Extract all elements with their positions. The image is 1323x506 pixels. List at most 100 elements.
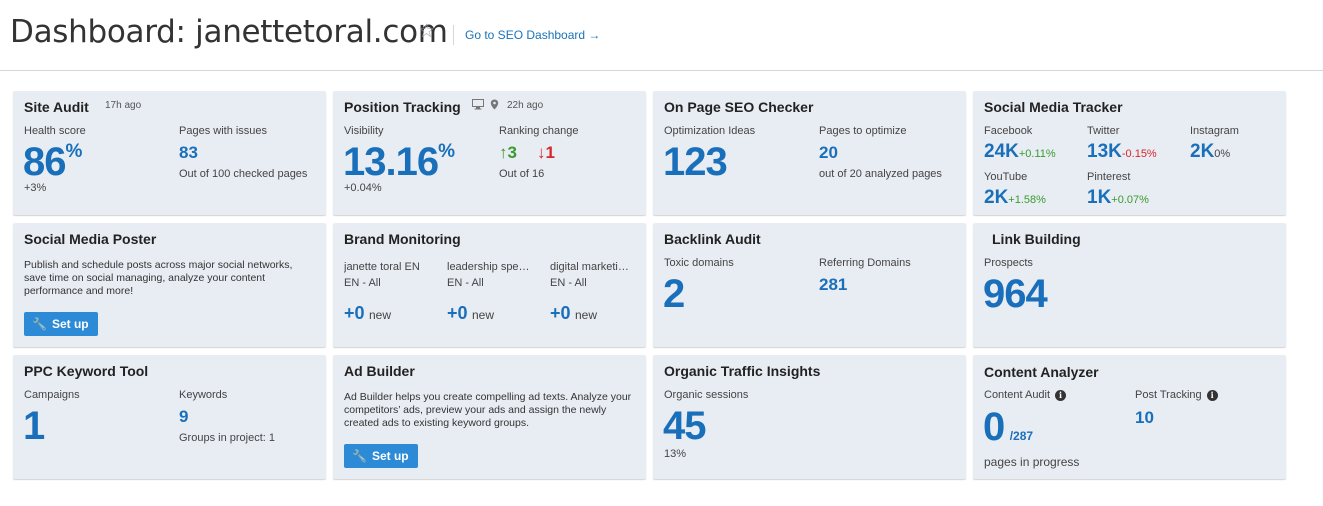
facebook-label: Facebook: [984, 125, 1033, 137]
toxic-domains-value[interactable]: 2: [663, 272, 685, 316]
backlink-audit-widget[interactable]: Backlink Audit Toxic domains 2 Referring…: [653, 223, 966, 347]
keywords-label: Keywords: [179, 389, 228, 401]
widget-description: Publish and schedule posts across major …: [24, 259, 293, 297]
brand-monitoring-widget[interactable]: Brand Monitoring janette toral EN EN - A…: [333, 223, 646, 347]
mention-name[interactable]: janette toral EN: [344, 261, 420, 273]
pages-issues-label: Pages with issues: [179, 125, 268, 137]
widget-title[interactable]: PPC Keyword Tool: [24, 363, 149, 379]
health-score-change: +3%: [24, 182, 47, 194]
star-icon[interactable]: ☆: [418, 21, 436, 42]
widget-title[interactable]: Backlink Audit: [664, 231, 761, 247]
ranking-down[interactable]: ↓1: [537, 143, 555, 162]
sessions-change: 13%: [664, 448, 687, 460]
health-score-label: Health score: [24, 125, 86, 137]
ad-builder-widget[interactable]: Ad Builder Ad Builder helps you create c…: [333, 355, 646, 479]
content-analyzer-widget[interactable]: Content Analyzer Content Audit i 0 /287 p…: [973, 355, 1286, 479]
instagram-stat[interactable]: 2K0%: [1190, 141, 1231, 162]
ideas-value[interactable]: 123: [663, 140, 728, 184]
instagram-label: Instagram: [1190, 125, 1239, 137]
campaigns-value[interactable]: 1: [23, 404, 45, 448]
mention-name[interactable]: digital marketi…: [550, 261, 629, 273]
pages-issues-value[interactable]: 83: [179, 143, 198, 162]
pages-optimize-value[interactable]: 20: [819, 143, 838, 162]
widget-description: Ad Builder helps you create compelling a…: [344, 391, 632, 429]
mention-lang: EN - All: [447, 277, 484, 289]
setup-button[interactable]: 🔧 Set up: [344, 444, 418, 468]
social-tracker-widget[interactable]: Social Media Tracker Facebook 24K+0.11% …: [973, 91, 1286, 215]
wrench-icon: 🔧: [352, 449, 367, 463]
prospects-label: Prospects: [984, 257, 1033, 269]
visibility-label: Visibility: [344, 125, 384, 137]
groups-text: Groups in project: 1: [179, 432, 275, 444]
pinterest-label: Pinterest: [1087, 171, 1131, 183]
ranking-up[interactable]: ↑3: [499, 143, 517, 162]
twitter-stat[interactable]: 13K-0.15%: [1087, 141, 1157, 162]
referring-domains-value[interactable]: 281: [819, 275, 848, 294]
mention-count[interactable]: +0 new: [550, 303, 597, 323]
ranking-change-label: Ranking change: [499, 125, 579, 137]
widget-title[interactable]: Social Media Tracker: [984, 99, 1123, 115]
device-icons: [472, 99, 499, 113]
mention-name[interactable]: leadership spe…: [447, 261, 530, 273]
last-updated: 22h ago: [507, 100, 544, 111]
widget-title[interactable]: Ad Builder: [344, 363, 415, 379]
page-header: Dashboard: janettetoral.com ☆ Go to SEO …: [0, 0, 1323, 71]
widget-title[interactable]: Content Analyzer: [984, 364, 1099, 380]
arrow-up-icon: ↑: [499, 143, 508, 162]
widget-title[interactable]: Organic Traffic Insights: [664, 363, 821, 379]
site-audit-widget[interactable]: Site Audit 17h ago Health score 86% +3% …: [13, 91, 326, 215]
seo-dashboard-link[interactable]: Go to SEO Dashboard →: [465, 28, 601, 42]
widget-title[interactable]: Site Audit: [24, 99, 89, 115]
widget-title[interactable]: Brand Monitoring: [344, 231, 461, 247]
prospects-value[interactable]: 964: [983, 272, 1048, 316]
keywords-value[interactable]: 9: [179, 407, 189, 426]
youtube-label: YouTube: [984, 171, 1028, 183]
facebook-stat[interactable]: 24K+0.11%: [984, 141, 1056, 162]
link-building-widget[interactable]: Link Building Prospects 964: [973, 223, 1286, 347]
social-poster-widget[interactable]: Social Media Poster Publish and schedule…: [13, 223, 326, 347]
twitter-label: Twitter: [1087, 125, 1120, 137]
location-pin-icon: [490, 99, 498, 110]
post-tracking-label: Post Tracking i: [1135, 389, 1218, 401]
arrow-down-icon: ↓: [537, 143, 546, 162]
content-audit-value[interactable]: 0 /287: [983, 405, 1034, 449]
position-tracking-widget[interactable]: Position Tracking 22h ago Visibility 13.…: [333, 91, 646, 215]
desktop-icon: [472, 99, 484, 110]
mention-count[interactable]: +0 new: [447, 303, 494, 323]
wrench-icon: 🔧: [32, 317, 47, 331]
pages-optimize-sub: out of 20 analyzed pages: [819, 168, 942, 180]
toxic-domains-label: Toxic domains: [664, 257, 734, 269]
mention-lang: EN - All: [550, 277, 587, 289]
mention-lang: EN - All: [344, 277, 381, 289]
widget-title[interactable]: Position Tracking: [344, 99, 461, 115]
visibility-value[interactable]: 13.16%: [343, 140, 455, 184]
header-divider: [453, 25, 454, 45]
sessions-value[interactable]: 45: [663, 404, 706, 448]
referring-domains-label: Referring Domains: [819, 257, 911, 269]
info-icon[interactable]: i: [1206, 390, 1218, 401]
pages-issues-sub: Out of 100 checked pages: [179, 168, 308, 180]
campaigns-label: Campaigns: [24, 389, 80, 401]
ppc-keyword-widget[interactable]: PPC Keyword Tool Campaigns 1 Keywords 9 …: [13, 355, 326, 479]
sessions-label: Organic sessions: [664, 389, 749, 401]
page-title: Dashboard: janettetoral.com: [10, 14, 448, 50]
post-tracking-value[interactable]: 10: [1135, 408, 1154, 427]
pinterest-stat[interactable]: 1K+0.07%: [1087, 187, 1149, 208]
setup-button[interactable]: 🔧 Set up: [24, 312, 98, 336]
health-score-value[interactable]: 86%: [23, 140, 82, 184]
content-audit-sub: pages in progress: [984, 455, 1080, 469]
widget-title[interactable]: Social Media Poster: [24, 231, 157, 247]
widget-title[interactable]: Link Building: [992, 231, 1081, 247]
content-audit-label: Content Audit i: [984, 389, 1067, 401]
ideas-label: Optimization Ideas: [664, 125, 756, 137]
info-icon[interactable]: i: [1055, 390, 1067, 401]
on-page-seo-widget[interactable]: On Page SEO Checker Optimization Ideas 1…: [653, 91, 966, 215]
widget-title[interactable]: On Page SEO Checker: [664, 99, 814, 115]
mention-count[interactable]: +0 new: [344, 303, 391, 323]
youtube-stat[interactable]: 2K+1.58%: [984, 187, 1046, 208]
pages-optimize-label: Pages to optimize: [819, 125, 907, 137]
last-updated: 17h ago: [105, 100, 142, 111]
organic-traffic-widget[interactable]: Organic Traffic Insights Organic session…: [653, 355, 966, 479]
visibility-change: +0.04%: [344, 182, 382, 194]
ranking-sub: Out of 16: [499, 168, 545, 180]
